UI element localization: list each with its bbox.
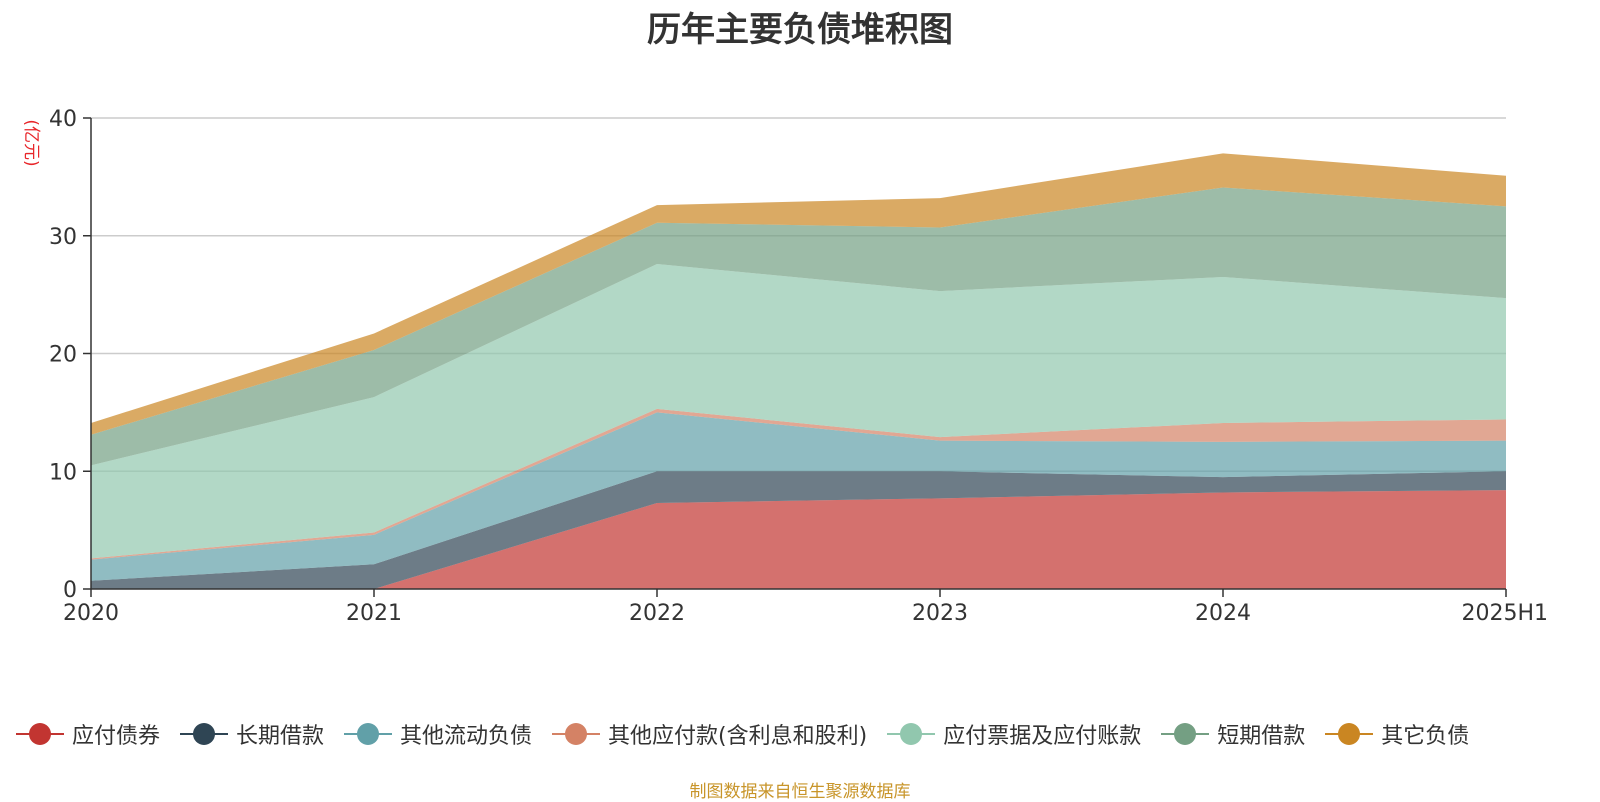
x-tick-label: 2025H1 [1461, 601, 1548, 626]
legend-marker-icon [344, 722, 393, 746]
area-series-4[interactable] [91, 264, 1506, 559]
legend-marker-icon [180, 722, 229, 746]
legend-marker-icon [16, 722, 64, 746]
legend-label: 应付票据及应付账款 [943, 724, 1142, 749]
area-series-0[interactable] [91, 490, 1506, 589]
y-tick-label: 20 [49, 343, 77, 368]
y-axis-unit-label: (亿元) [21, 119, 41, 166]
y-tick-label: 30 [49, 225, 77, 250]
legend-item-5[interactable]: 短期借款 [1161, 718, 1305, 750]
y-tick-label: 0 [63, 578, 77, 603]
y-tick-label: 10 [49, 460, 77, 485]
legend-label: 其他应付款(含利息和股利) [608, 724, 868, 749]
legend-marker-icon [1325, 722, 1374, 746]
legend-label: 其他流动负债 [400, 724, 533, 749]
legend-item-6[interactable]: 其它负债 [1325, 718, 1469, 750]
area-series [91, 153, 1506, 589]
legend-marker-icon [887, 722, 936, 746]
legend-item-1[interactable]: 长期借款 [180, 718, 324, 750]
legend: 应付债券 长期借款 其他流动负债 其他应付款(含利息和股利) 应付票据及应付账款 短期借款… [16, 718, 1469, 750]
area-series-6[interactable] [91, 153, 1506, 435]
x-tick-label: 2024 [1195, 601, 1251, 626]
area-series-1[interactable] [91, 471, 1506, 589]
legend-marker-icon [1161, 722, 1210, 746]
legend-label: 长期借款 [236, 724, 325, 749]
legend-marker-icon [552, 722, 601, 746]
axes: 0 10 20 30 40 2020 2021 2022 2023 2024 2025H1 [49, 107, 1548, 626]
legend-item-2[interactable]: 其他流动负债 [344, 718, 532, 750]
area-series-2[interactable] [91, 412, 1506, 581]
x-tick-label: 2022 [629, 601, 685, 626]
legend-label: 其它负债 [1381, 724, 1470, 749]
legend-label: 应付债券 [72, 724, 161, 749]
chart-title: 历年主要负债堆积图 [647, 10, 953, 50]
x-tick-label: 2021 [346, 601, 402, 626]
data-source-note: 制图数据来自恒生聚源数据库 [689, 782, 911, 802]
area-series-5[interactable] [91, 187, 1506, 466]
y-tick-label: 40 [49, 107, 77, 132]
legend-item-3[interactable]: 其他应付款(含利息和股利) [552, 718, 867, 750]
legend-item-0[interactable]: 应付债券 [16, 718, 160, 750]
legend-item-4[interactable]: 应付票据及应付账款 [887, 718, 1141, 750]
x-tick-label: 2023 [912, 601, 968, 626]
x-tick-label: 2020 [63, 601, 119, 626]
area-series-3[interactable] [91, 408, 1506, 560]
legend-label: 短期借款 [1217, 724, 1306, 749]
